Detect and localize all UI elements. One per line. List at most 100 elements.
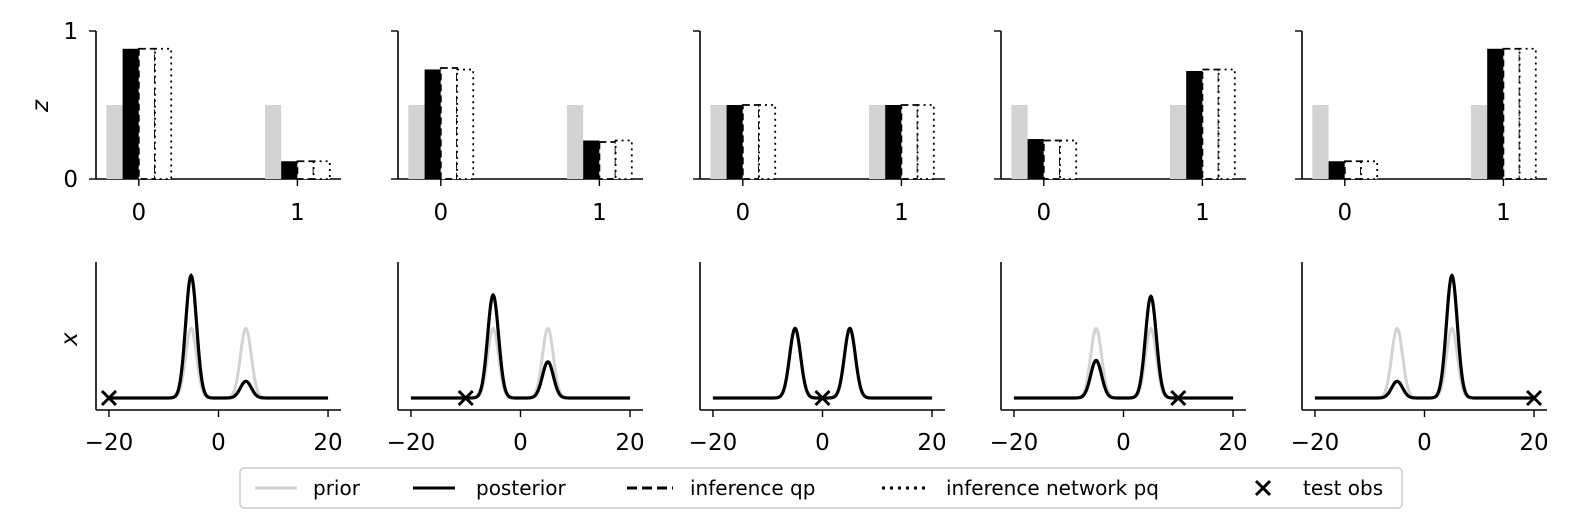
z-row-ylabel: z: [28, 99, 54, 113]
inference-qp-curve: [108, 273, 329, 400]
inference-qp-curve: [410, 293, 631, 400]
inference-pq-bar: [1360, 160, 1379, 180]
inference-qp-bar: [137, 47, 156, 180]
x-xtick-label: −20: [1291, 430, 1340, 456]
test-obs-marker: [457, 389, 474, 407]
posterior-curve: [1314, 273, 1535, 400]
test-obs-marker: [1525, 389, 1543, 407]
x-xtick-label: 0: [815, 430, 830, 456]
posterior-bar: [583, 140, 600, 179]
legend-posterior-label: posterior: [476, 476, 567, 500]
x-xtick-label: 20: [615, 430, 644, 456]
prior-bar: [265, 105, 282, 179]
test-obs-marker: [100, 389, 118, 407]
z-ytick-label: 1: [63, 19, 78, 45]
legend-prior-label: prior: [313, 476, 361, 500]
prior-curve: [410, 326, 631, 400]
inference-qp-bar: [900, 104, 919, 180]
prior-curve: [108, 326, 329, 400]
x-xtick-label: −20: [990, 430, 1039, 456]
posterior-bar: [281, 161, 298, 179]
posterior-bar: [1186, 70, 1203, 179]
test-obs-marker: [814, 389, 831, 407]
inference-pq-bar: [1518, 47, 1537, 180]
inference-qp-bar: [1343, 160, 1362, 180]
prior-bar: [1471, 105, 1488, 179]
inference-qp-curve: [1013, 294, 1234, 400]
prior-curve: [1314, 326, 1535, 400]
test-obs-stroke: [1170, 389, 1187, 407]
prior-bar: [408, 105, 425, 179]
inference-qp-bar: [741, 104, 760, 180]
posterior-curve: [1013, 294, 1234, 400]
posterior-curve: [712, 326, 933, 400]
z-xtick-label: 0: [433, 200, 448, 226]
x-row-ylabel: x: [57, 332, 83, 347]
inference-pq-bar: [456, 68, 475, 180]
prior-bar: [1312, 105, 1329, 179]
x-xtick-label: −20: [689, 430, 738, 456]
inference-qp-bar: [439, 67, 458, 180]
panels: 1 0 0 1 −20 0 20 0 1 −20 0 20 0 1 −20 0 20 0 1 −20 0 20 0 1 −20 0…: [63, 19, 1548, 456]
prior-bar: [710, 105, 727, 179]
x-xtick-label: 20: [313, 430, 342, 456]
inference-qp-bar: [1502, 47, 1521, 180]
prior-bar: [1170, 105, 1187, 179]
inference-qp-bar: [598, 141, 617, 180]
prior-bar: [1011, 105, 1028, 179]
x-xtick-label: 20: [917, 430, 946, 456]
x-xtick-label: 0: [211, 430, 226, 456]
x-xtick-label: 20: [1218, 430, 1247, 456]
legend: prior posterior inference qp inference n…: [239, 467, 1403, 509]
prior-curve: [1013, 326, 1234, 400]
z-xtick-label: 0: [735, 200, 750, 226]
z-xtick-label: 1: [1496, 200, 1511, 226]
x-xtick-label: −20: [85, 430, 134, 456]
z-xtick-label: 1: [894, 200, 909, 226]
test-obs-stroke: [457, 389, 474, 407]
posterior-bar: [1027, 139, 1044, 179]
legend-testobs-marker: [1254, 479, 1272, 497]
inference-qp-curve: [1314, 273, 1535, 400]
posterior-bar: [1328, 161, 1345, 179]
posterior-bar: [122, 48, 139, 180]
posterior-bar: [726, 105, 743, 179]
z-xtick-label: 0: [1036, 200, 1051, 226]
prior-bar: [869, 105, 886, 179]
z-xtick-label: 0: [131, 200, 146, 226]
posterior-bar: [1487, 48, 1504, 180]
posterior-bar: [885, 105, 902, 179]
x-xtick-label: −20: [387, 430, 436, 456]
inference-pq-bar: [1059, 139, 1078, 180]
inference-pq-bar: [614, 139, 633, 180]
z-xtick-label: 1: [290, 200, 305, 226]
posterior-curve: [108, 273, 329, 400]
prior-bar: [567, 105, 584, 179]
z-xtick-label: 1: [1195, 200, 1210, 226]
x-xtick-label: 0: [1116, 430, 1131, 456]
legend-testobs-label: test obs: [1303, 476, 1383, 500]
z-ytick-label: 0: [63, 167, 78, 193]
inference-qp-bar: [296, 160, 315, 180]
prior-curve: [712, 326, 933, 400]
prior-bar: [106, 105, 123, 179]
z-xtick-label: 0: [1337, 200, 1352, 226]
posterior-curve: [410, 292, 631, 400]
x-xtick-label: 0: [513, 430, 528, 456]
test-obs-stroke: [814, 389, 831, 407]
inference-pq-bar: [1217, 68, 1236, 180]
inference-qp-bar: [1042, 139, 1061, 180]
z-xtick-label: 1: [592, 200, 607, 226]
posterior-bar: [424, 69, 441, 179]
inference-pq-bar: [312, 160, 331, 180]
inference-pq-bar: [916, 104, 935, 180]
inference-qp-bar: [1201, 68, 1220, 180]
test-obs-stroke: [1525, 389, 1543, 407]
legend-frame: [239, 467, 1403, 509]
test-obs-marker: [1170, 389, 1187, 407]
test-obs-stroke: [100, 389, 118, 407]
legend-pq-label: inference network pq: [946, 476, 1159, 500]
inference-qp-curve: [712, 327, 933, 400]
legend-qp-label: inference qp: [690, 476, 815, 500]
